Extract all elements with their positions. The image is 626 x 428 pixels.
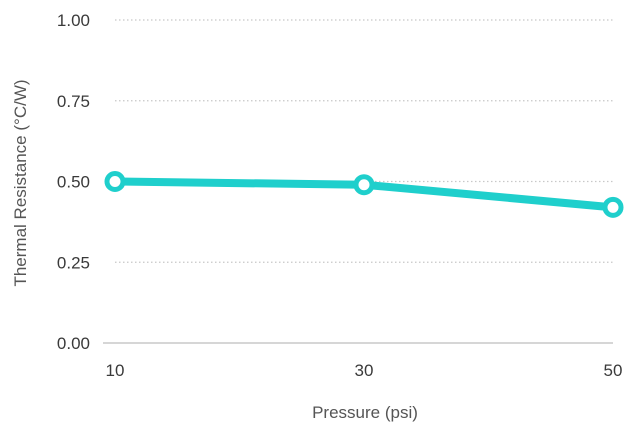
y-tick-label: 0.00	[57, 334, 90, 353]
x-tick-label: 30	[355, 361, 374, 380]
data-point	[602, 196, 624, 218]
y-axis-title: Thermal Resistance (°C/W)	[11, 79, 30, 286]
y-tick-label: 0.75	[57, 92, 90, 111]
x-tick-label: 10	[106, 361, 125, 380]
data-point	[353, 174, 375, 196]
x-tick-labels: 10 30 50	[106, 361, 623, 380]
y-tick-label: 1.00	[57, 11, 90, 30]
y-tick-labels: 0.00 0.25 0.50 0.75 1.00	[57, 11, 90, 353]
x-axis-title: Pressure (psi)	[312, 403, 418, 422]
series	[104, 171, 624, 218]
y-tick-label: 0.25	[57, 253, 90, 272]
y-tick-label: 0.50	[57, 173, 90, 192]
grid-lines	[115, 19, 613, 263]
x-tick-label: 50	[604, 361, 623, 380]
data-point	[104, 171, 126, 192]
